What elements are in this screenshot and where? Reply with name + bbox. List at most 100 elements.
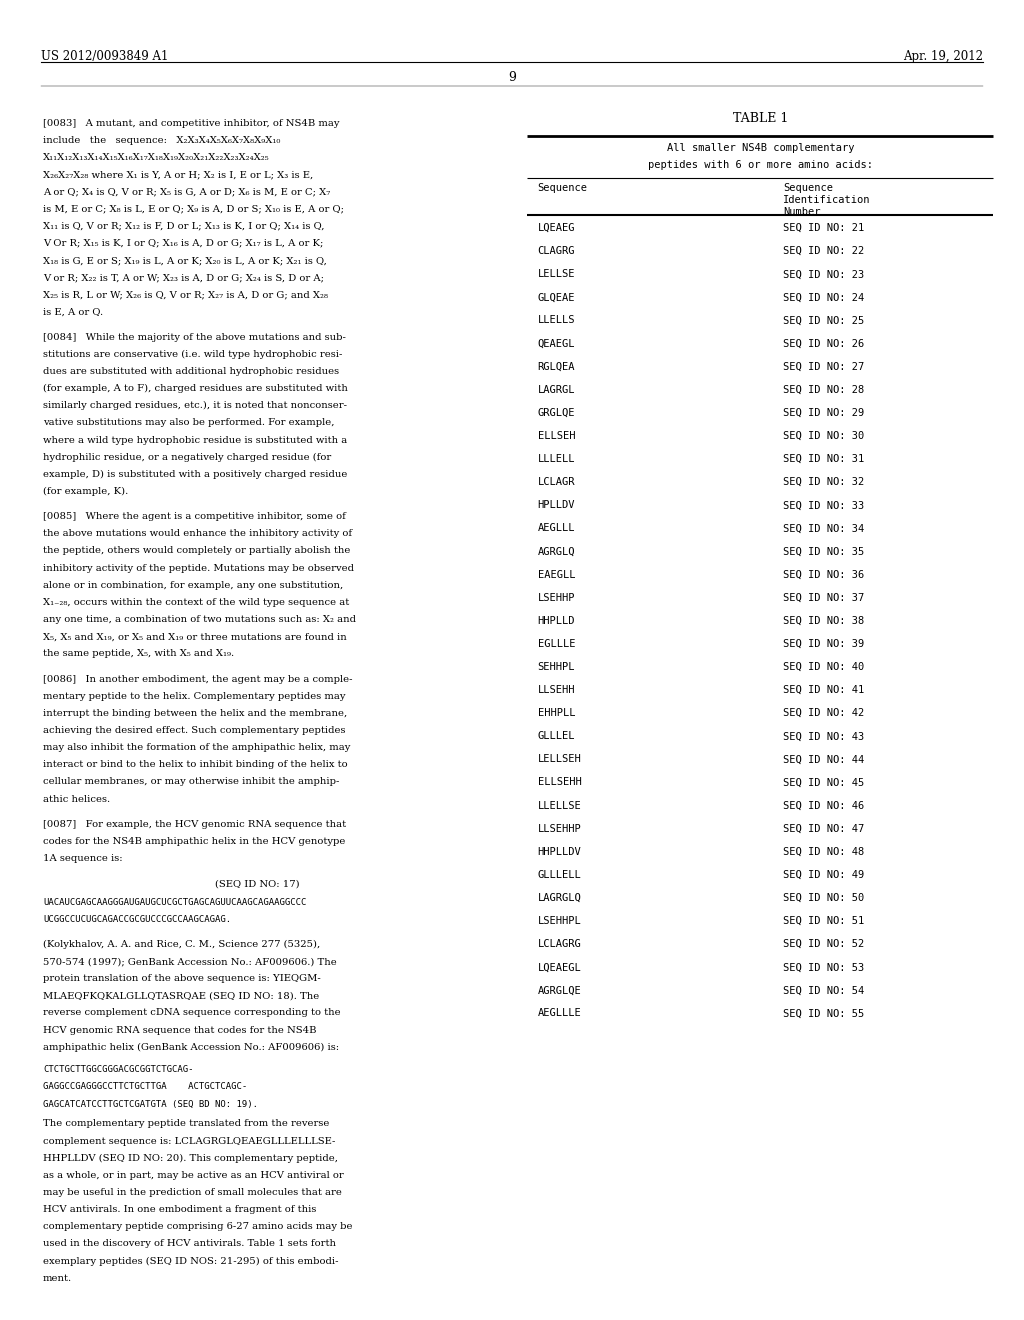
Text: LLELLSE: LLELLSE	[538, 800, 582, 810]
Text: CTCTGCTTGGCGGGACGCGGTCTGCAG-: CTCTGCTTGGCGGGACGCGGTCTGCAG-	[43, 1065, 194, 1074]
Text: the above mutations would enhance the inhibitory activity of: the above mutations would enhance the in…	[43, 529, 352, 539]
Text: ELLSEHH: ELLSEHH	[538, 777, 582, 788]
Text: the peptide, others would completely or partially abolish the: the peptide, others would completely or …	[43, 546, 350, 556]
Text: SEQ ID NO: 36: SEQ ID NO: 36	[783, 570, 864, 579]
Text: SEQ ID NO: 47: SEQ ID NO: 47	[783, 824, 864, 834]
Text: 570-574 (1997); GenBank Accession No.: AF009606.) The: 570-574 (1997); GenBank Accession No.: A…	[43, 957, 337, 966]
Text: reverse complement cDNA sequence corresponding to the: reverse complement cDNA sequence corresp…	[43, 1008, 341, 1018]
Text: SEQ ID NO: 35: SEQ ID NO: 35	[783, 546, 864, 557]
Text: include   the   sequence:   X₂X₃X₄X₅X₆X₇X₈X₉X₁₀: include the sequence: X₂X₃X₄X₅X₆X₇X₈X₉X₁…	[43, 136, 281, 145]
Text: ELLSEH: ELLSEH	[538, 430, 575, 441]
Text: Sequence: Sequence	[538, 183, 588, 194]
Text: SEQ ID NO: 33: SEQ ID NO: 33	[783, 500, 864, 511]
Text: [0083]   A mutant, and competitive inhibitor, of NS4B may: [0083] A mutant, and competitive inhibit…	[43, 119, 340, 128]
Text: HHPLLDV (SEQ ID NO: 20). This complementary peptide,: HHPLLDV (SEQ ID NO: 20). This complement…	[43, 1154, 338, 1163]
Text: SEQ ID NO: 43: SEQ ID NO: 43	[783, 731, 864, 742]
Text: the same peptide, X₅, with X₅ and X₁₉.: the same peptide, X₅, with X₅ and X₁₉.	[43, 649, 234, 659]
Text: HPLLDV: HPLLDV	[538, 500, 575, 511]
Text: UCGGCCUCUGCAGACCGCGUCCCGCCAAGCAGAG.: UCGGCCUCUGCAGACCGCGUCCCGCCAAGCAGAG.	[43, 915, 231, 924]
Text: vative substitutions may also be performed. For example,: vative substitutions may also be perform…	[43, 418, 335, 428]
Text: AEGLLL: AEGLLL	[538, 523, 575, 533]
Text: SEQ ID NO: 44: SEQ ID NO: 44	[783, 754, 864, 764]
Text: RGLQEA: RGLQEA	[538, 362, 575, 372]
Text: SEQ ID NO: 50: SEQ ID NO: 50	[783, 892, 864, 903]
Text: SEQ ID NO: 38: SEQ ID NO: 38	[783, 615, 864, 626]
Text: SEQ ID NO: 55: SEQ ID NO: 55	[783, 1008, 864, 1019]
Text: SEQ ID NO: 54: SEQ ID NO: 54	[783, 985, 864, 995]
Text: SEQ ID NO: 25: SEQ ID NO: 25	[783, 315, 864, 326]
Text: stitutions are conservative (i.e. wild type hydrophobic resi-: stitutions are conservative (i.e. wild t…	[43, 350, 342, 359]
Text: may be useful in the prediction of small molecules that are: may be useful in the prediction of small…	[43, 1188, 342, 1197]
Text: SEQ ID NO: 46: SEQ ID NO: 46	[783, 800, 864, 810]
Text: TABLE 1: TABLE 1	[732, 112, 788, 125]
Text: peptides with 6 or more amino acids:: peptides with 6 or more amino acids:	[648, 160, 872, 170]
Text: 1A sequence is:: 1A sequence is:	[43, 854, 123, 863]
Text: GLLLELL: GLLLELL	[538, 870, 582, 880]
Text: EGLLLE: EGLLLE	[538, 639, 575, 649]
Text: is E, A or Q.: is E, A or Q.	[43, 308, 103, 317]
Text: HCV antivirals. In one embodiment a fragment of this: HCV antivirals. In one embodiment a frag…	[43, 1205, 316, 1214]
Text: alone or in combination, for example, any one substitution,: alone or in combination, for example, an…	[43, 581, 343, 590]
Text: US 2012/0093849 A1: US 2012/0093849 A1	[41, 50, 168, 63]
Text: LAGRGLQ: LAGRGLQ	[538, 892, 582, 903]
Text: CLAGRG: CLAGRG	[538, 246, 575, 256]
Text: LLELLS: LLELLS	[538, 315, 575, 326]
Text: GRGLQE: GRGLQE	[538, 408, 575, 418]
Text: cellular membranes, or may otherwise inhibit the amphip-: cellular membranes, or may otherwise inh…	[43, 777, 339, 787]
Text: SEQ ID NO: 39: SEQ ID NO: 39	[783, 639, 864, 649]
Text: SEQ ID NO: 31: SEQ ID NO: 31	[783, 454, 864, 465]
Text: All smaller NS4B complementary: All smaller NS4B complementary	[667, 143, 854, 153]
Text: HHPLLDV: HHPLLDV	[538, 847, 582, 857]
Text: X₅, X₅ and X₁₉, or X₅ and X₁₉ or three mutations are found in: X₅, X₅ and X₁₉, or X₅ and X₁₉ or three m…	[43, 632, 347, 642]
Text: interrupt the binding between the helix and the membrane,: interrupt the binding between the helix …	[43, 709, 347, 718]
Text: AGRGLQE: AGRGLQE	[538, 985, 582, 995]
Text: LLSEHHP: LLSEHHP	[538, 824, 582, 834]
Text: where a wild type hydrophobic residue is substituted with a: where a wild type hydrophobic residue is…	[43, 436, 347, 445]
Text: (Kolykhalov, A. A. and Rice, C. M., Science 277 (5325),: (Kolykhalov, A. A. and Rice, C. M., Scie…	[43, 940, 321, 949]
Text: X₂₆X₂₇X₂₈ where X₁ is Y, A or H; X₂ is I, E or L; X₃ is E,: X₂₆X₂₇X₂₈ where X₁ is Y, A or H; X₂ is I…	[43, 170, 313, 180]
Text: SEQ ID NO: 23: SEQ ID NO: 23	[783, 269, 864, 280]
Text: LELLSE: LELLSE	[538, 269, 575, 280]
Text: 9: 9	[508, 71, 516, 84]
Text: LAGRGL: LAGRGL	[538, 385, 575, 395]
Text: SEQ ID NO: 22: SEQ ID NO: 22	[783, 246, 864, 256]
Text: SEQ ID NO: 24: SEQ ID NO: 24	[783, 292, 864, 302]
Text: X₁₋₂₈, occurs within the context of the wild type sequence at: X₁₋₂₈, occurs within the context of the …	[43, 598, 349, 607]
Text: X₁₁ is Q, V or R; X₁₂ is F, D or L; X₁₃ is K, I or Q; X₁₄ is Q,: X₁₁ is Q, V or R; X₁₂ is F, D or L; X₁₃ …	[43, 222, 325, 231]
Text: SEQ ID NO: 40: SEQ ID NO: 40	[783, 661, 864, 672]
Text: similarly charged residues, etc.), it is noted that nonconser-: similarly charged residues, etc.), it is…	[43, 401, 347, 411]
Text: GAGGCCGAGGGCCTTCTGCTTGA    ACTGCTCAGC-: GAGGCCGAGGGCCTTCTGCTTGA ACTGCTCAGC-	[43, 1082, 247, 1092]
Text: protein translation of the above sequence is: YIEQGM-: protein translation of the above sequenc…	[43, 974, 321, 983]
Text: SEQ ID NO: 32: SEQ ID NO: 32	[783, 477, 864, 487]
Text: GLQEAE: GLQEAE	[538, 292, 575, 302]
Text: AEGLLLE: AEGLLLE	[538, 1008, 582, 1019]
Text: athic helices.: athic helices.	[43, 795, 111, 804]
Text: V or R; X₂₂ is T, A or W; X₂₃ is A, D or G; X₂₄ is S, D or A;: V or R; X₂₂ is T, A or W; X₂₃ is A, D or…	[43, 273, 324, 282]
Text: [0084]   While the majority of the above mutations and sub-: [0084] While the majority of the above m…	[43, 333, 346, 342]
Text: SEQ ID NO: 42: SEQ ID NO: 42	[783, 708, 864, 718]
Text: UACAUCGAGCAAGGGAUGAUGCUCGCTGAGCAGUUCAAGCAGAAGGCCC: UACAUCGAGCAAGGGAUGAUGCUCGCTGAGCAGUUCAAGC…	[43, 898, 306, 907]
Text: complement sequence is: LCLAGRGLQEAEGLLLELLLSE-: complement sequence is: LCLAGRGLQEAEGLLL…	[43, 1137, 336, 1146]
Text: exemplary peptides (SEQ ID NOS: 21-295) of this embodi-: exemplary peptides (SEQ ID NOS: 21-295) …	[43, 1257, 339, 1266]
Text: used in the discovery of HCV antivirals. Table 1 sets forth: used in the discovery of HCV antivirals.…	[43, 1239, 336, 1249]
Text: achieving the desired effect. Such complementary peptides: achieving the desired effect. Such compl…	[43, 726, 345, 735]
Text: LSEHHPL: LSEHHPL	[538, 916, 582, 927]
Text: GAGCATCATCCTTGCTCGATGTA (SEQ BD NO: 19).: GAGCATCATCCTTGCTCGATGTA (SEQ BD NO: 19).	[43, 1100, 258, 1109]
Text: amphipathic helix (GenBank Accession No.: AF009606) is:: amphipathic helix (GenBank Accession No.…	[43, 1043, 339, 1052]
Text: SEQ ID NO: 53: SEQ ID NO: 53	[783, 962, 864, 973]
Text: LQEAEG: LQEAEG	[538, 223, 575, 234]
Text: SEQ ID NO: 51: SEQ ID NO: 51	[783, 916, 864, 927]
Text: hydrophilic residue, or a negatively charged residue (for: hydrophilic residue, or a negatively cha…	[43, 453, 331, 462]
Text: (SEQ ID NO: 17): (SEQ ID NO: 17)	[215, 879, 300, 888]
Text: is M, E or C; X₈ is L, E or Q; X₉ is A, D or S; X₁₀ is E, A or Q;: is M, E or C; X₈ is L, E or Q; X₉ is A, …	[43, 205, 344, 214]
Text: any one time, a combination of two mutations such as: X₂ and: any one time, a combination of two mutat…	[43, 615, 356, 624]
Text: The complementary peptide translated from the reverse: The complementary peptide translated fro…	[43, 1119, 330, 1129]
Text: A or Q; X₄ is Q, V or R; X₅ is G, A or D; X₆ is M, E or C; X₇: A or Q; X₄ is Q, V or R; X₅ is G, A or D…	[43, 187, 331, 197]
Text: X₁₁X₁₂X₁₃X₁₄X₁₅X₁₆X₁₇X₁₈X₁₉X₂₀X₂₁X₂₂X₂₃X₂₄X₂₅: X₁₁X₁₂X₁₃X₁₄X₁₅X₁₆X₁₇X₁₈X₁₉X₂₀X₂₁X₂₂X₂₃X…	[43, 153, 269, 162]
Text: LSEHHP: LSEHHP	[538, 593, 575, 603]
Text: mentary peptide to the helix. Complementary peptides may: mentary peptide to the helix. Complement…	[43, 692, 345, 701]
Text: SEQ ID NO: 49: SEQ ID NO: 49	[783, 870, 864, 880]
Text: LLLELL: LLLELL	[538, 454, 575, 465]
Text: V Or R; X₁₅ is K, I or Q; X₁₆ is A, D or G; X₁₇ is L, A or K;: V Or R; X₁₅ is K, I or Q; X₁₆ is A, D or…	[43, 239, 324, 248]
Text: codes for the NS4B amphipathic helix in the HCV genotype: codes for the NS4B amphipathic helix in …	[43, 837, 345, 846]
